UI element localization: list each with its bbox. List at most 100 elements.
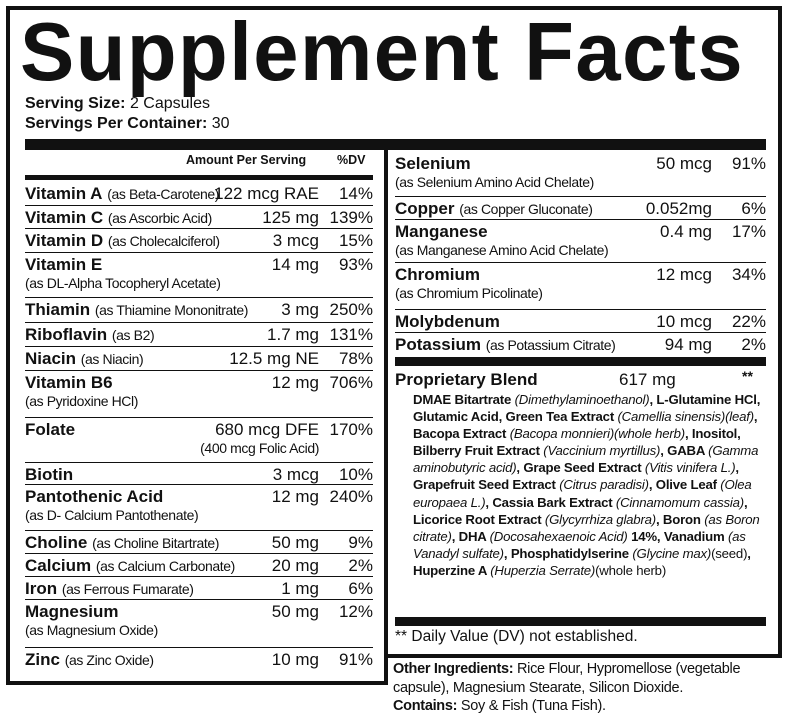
nutrient-amount: 12 mg — [272, 487, 319, 507]
nutrient-amount: 3 mg — [281, 300, 319, 320]
blend-ingredient-part: (whole herb) — [595, 562, 667, 578]
right-column-bottom-border — [385, 654, 782, 658]
nutrient-dv: 6% — [741, 199, 766, 218]
nutrient-row: Vitamin B6 (as Pyridoxine HCl) 12 mg 706% — [25, 371, 373, 418]
nutrient-row: Chromium (as Chromium Picolinate) 12 mcg 34… — [395, 263, 766, 310]
top-thick-rule — [25, 139, 766, 150]
amount-value: 14 mg — [271, 255, 319, 274]
nutrient-dv: 91% — [338, 650, 373, 669]
nutrient-amount: 1.7 mg — [267, 325, 319, 345]
amount-per-serving-header: Amount Per Serving — [186, 153, 307, 167]
nutrient-name: Manganese — [395, 222, 488, 241]
nutrient-source: (as DL-Alpha Tocopheryl Acetate) — [25, 275, 221, 291]
amount-value: 10 mg — [271, 650, 319, 669]
nutrient-row: Choline (as Choline Bitartrate) 50 mg 9% — [25, 531, 373, 554]
nutrient-source: (as Cholecalciferol) — [107, 233, 220, 249]
nutrient-source: (as Ascorbic Acid) — [107, 210, 212, 226]
amount-value: 10 mcg — [656, 312, 712, 331]
nutrient-row: Zinc (as Zinc Oxide) 10 mg 91% — [25, 648, 373, 678]
blend-ingredient-part: , L-Glutamine HCl, Glutamic Acid, Green … — [413, 392, 761, 425]
nutrient-row: Vitamin A (as Beta-Carotene) 122 mcg RAE 1… — [25, 182, 373, 206]
other-ingredients: Other Ingredients: Rice Flour, Hypromell… — [393, 660, 773, 716]
header-rule — [25, 175, 373, 180]
nutrient-amount: 122 mcg RAE — [214, 184, 319, 204]
other-ingredients-label: Other Ingredients: — [393, 661, 514, 677]
nutrient-row: Selenium (as Selenium Amino Acid Chelate)… — [395, 152, 766, 197]
blend-ingredient-part: DMAE Bitartrate — [413, 392, 515, 407]
amount-value: 12.5 mg NE — [229, 349, 319, 368]
nutrient-row: Niacin (as Niacin) 12.5 mg NE 78% — [25, 347, 373, 371]
amount-value: 12 mcg — [656, 265, 712, 284]
dv-header: %DV — [337, 153, 366, 167]
blend-ingredient-part: , Huperzine A — [413, 545, 751, 578]
nutrient-row: Potassium (as Potassium Citrate) 94 mg 2% — [395, 333, 766, 357]
nutrient-dv: 170% — [329, 420, 373, 439]
blend-bottom-rule — [395, 617, 766, 626]
nutrient-row: Molybdenum 10 mcg 22% — [395, 310, 766, 333]
blend-ingredient-part: 14%, Vanadium — [631, 528, 728, 544]
nutrient-amount: 10 mcg — [656, 312, 712, 332]
nutrient-amount: 0.052mg — [646, 199, 712, 219]
nutrient-dv: 2% — [348, 556, 373, 575]
nutrient-dv: 10% — [338, 465, 373, 484]
blend-ingredient-part: , Olive Leaf — [648, 477, 721, 493]
nutrient-row: Riboflavin (as B2) 1.7 mg 131% — [25, 323, 373, 347]
nutrient-amount: 12 mg — [272, 373, 319, 393]
blend-ingredient-part: , Inositol, Bilberry Fruit Extract — [413, 426, 741, 459]
blend-ingredient-part: (Vaccinium myrtillus) — [543, 443, 661, 459]
nutrient-amount: 50 mg — [272, 602, 319, 622]
nutrient-dv: 17% — [731, 222, 766, 241]
amount-value: 3 mcg — [272, 231, 319, 250]
amount-value: 0.052mg — [645, 199, 712, 218]
blend-ingredient-part: (Cinnamomum cassia) — [615, 494, 744, 510]
blend-ingredient-part: (Bacopa monnieri)(whole herb) — [509, 426, 685, 442]
nutrient-source: (as B2) — [111, 327, 155, 343]
label-title: Supplement Facts — [20, 5, 745, 98]
nutrient-amount: 50 mg — [272, 533, 319, 553]
serving-size-value: 2 Capsules — [129, 95, 210, 112]
nutrient-source: (as Calcium Carbonate) — [95, 558, 235, 574]
nutrient-amount: 680 mcg DFE (400 mcg Folic Acid) — [200, 420, 319, 457]
nutrient-name: Potassium — [395, 335, 481, 354]
nutrient-dv: 12% — [338, 602, 373, 621]
nutrient-row: Vitamin E (as DL-Alpha Tocopheryl Acetate… — [25, 253, 373, 298]
nutrient-name: Vitamin C — [25, 208, 104, 227]
nutrient-name: Folate — [25, 420, 76, 439]
blend-top-rule — [395, 357, 766, 366]
nutrient-name: Vitamin E — [25, 255, 103, 274]
nutrient-amount: 10 mg — [272, 650, 319, 670]
nutrient-dv: 9% — [348, 533, 373, 552]
blend-ingredient-part: , Boron — [655, 511, 705, 527]
servings-label: Servings Per Container: — [25, 115, 208, 132]
amount-value: 3 mg — [281, 300, 319, 319]
nutrient-row: Vitamin C (as Ascorbic Acid) 125 mg 139% — [25, 206, 373, 229]
nutrient-row: Calcium (as Calcium Carbonate) 20 mg 2% — [25, 554, 373, 577]
nutrient-amount: 20 mg — [272, 556, 319, 576]
nutrient-source: (as Magnesium Oxide) — [25, 622, 158, 638]
amount-value: 1 mg — [281, 579, 319, 598]
amount-value: 0.4 mg — [660, 222, 712, 241]
amount-value: 122 mcg RAE — [214, 184, 319, 203]
blend-ingredient-part: (as Vanadyl sulfate) — [413, 528, 746, 561]
nutrient-name: Vitamin A — [25, 184, 103, 203]
nutrient-source: (as Niacin) — [80, 351, 144, 367]
amount-value: 94 mg — [664, 335, 712, 354]
nutrient-dv: 22% — [731, 312, 766, 331]
nutrient-dv: 131% — [329, 325, 373, 344]
nutrient-row: Magnesium (as Magnesium Oxide) 50 mg 12% — [25, 600, 373, 648]
nutrient-dv: 34% — [731, 265, 766, 284]
nutrient-row: Thiamin (as Thiamine Mononitrate) 3 mg 250… — [25, 298, 373, 323]
nutrient-source: (as Potassium Citrate) — [485, 337, 616, 353]
contains-label: Contains: — [393, 698, 458, 714]
amount-value: 12 mg — [271, 373, 319, 392]
nutrient-amount: 0.4 mg — [660, 222, 712, 242]
nutrient-amount: 3 mcg — [273, 231, 319, 251]
blend-ingredient-part: , DHA — [451, 528, 490, 544]
nutrient-amount: 3 mcg — [273, 465, 319, 485]
nutrient-row: Manganese (as Manganese Amino Acid Chelat… — [395, 220, 766, 263]
blend-ingredient-part: (Vitis vinifera L.) — [644, 460, 736, 476]
nutrient-amount: 12.5 mg NE — [229, 349, 319, 369]
nutrient-dv: 15% — [338, 231, 373, 250]
nutrient-source: (as Beta-Carotene) — [107, 186, 220, 202]
nutrient-dv: 706% — [329, 373, 373, 392]
